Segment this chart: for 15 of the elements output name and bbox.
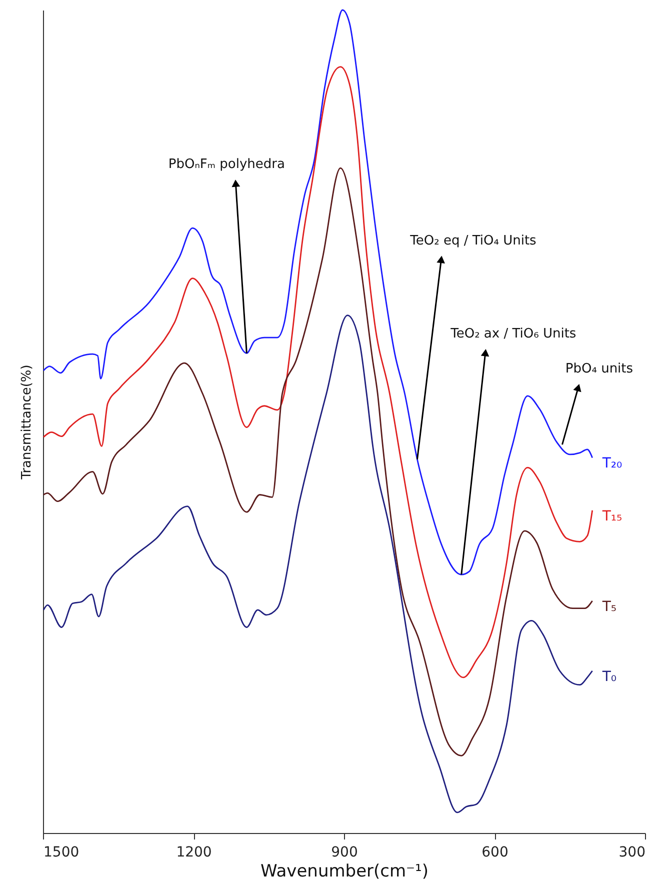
x-tick-label: 1200	[176, 844, 212, 860]
series-label: T₀	[601, 668, 617, 685]
annotation: TeO₂ eq / TiO₄ Units	[409, 233, 537, 248]
annotation: PbO₄ units	[565, 362, 634, 377]
x-tick-label: 600	[482, 844, 508, 860]
x-tick-label: 1500	[44, 844, 80, 860]
x-tick-label: 900	[331, 844, 358, 860]
series-label: T₂₀	[601, 456, 622, 472]
series-label: T₅	[601, 598, 616, 615]
series-label: T₁₅	[601, 508, 622, 524]
annotation: TeO₂ ax / TiO₆ Units	[450, 326, 576, 342]
x-tick-label: 300	[618, 844, 646, 860]
y-axis-title: Transmittance(%)	[20, 364, 34, 480]
annotation: PbOₙFₘ polyhedra	[168, 157, 285, 172]
x-axis-title: Wavenumber(cm⁻¹)	[260, 862, 428, 882]
